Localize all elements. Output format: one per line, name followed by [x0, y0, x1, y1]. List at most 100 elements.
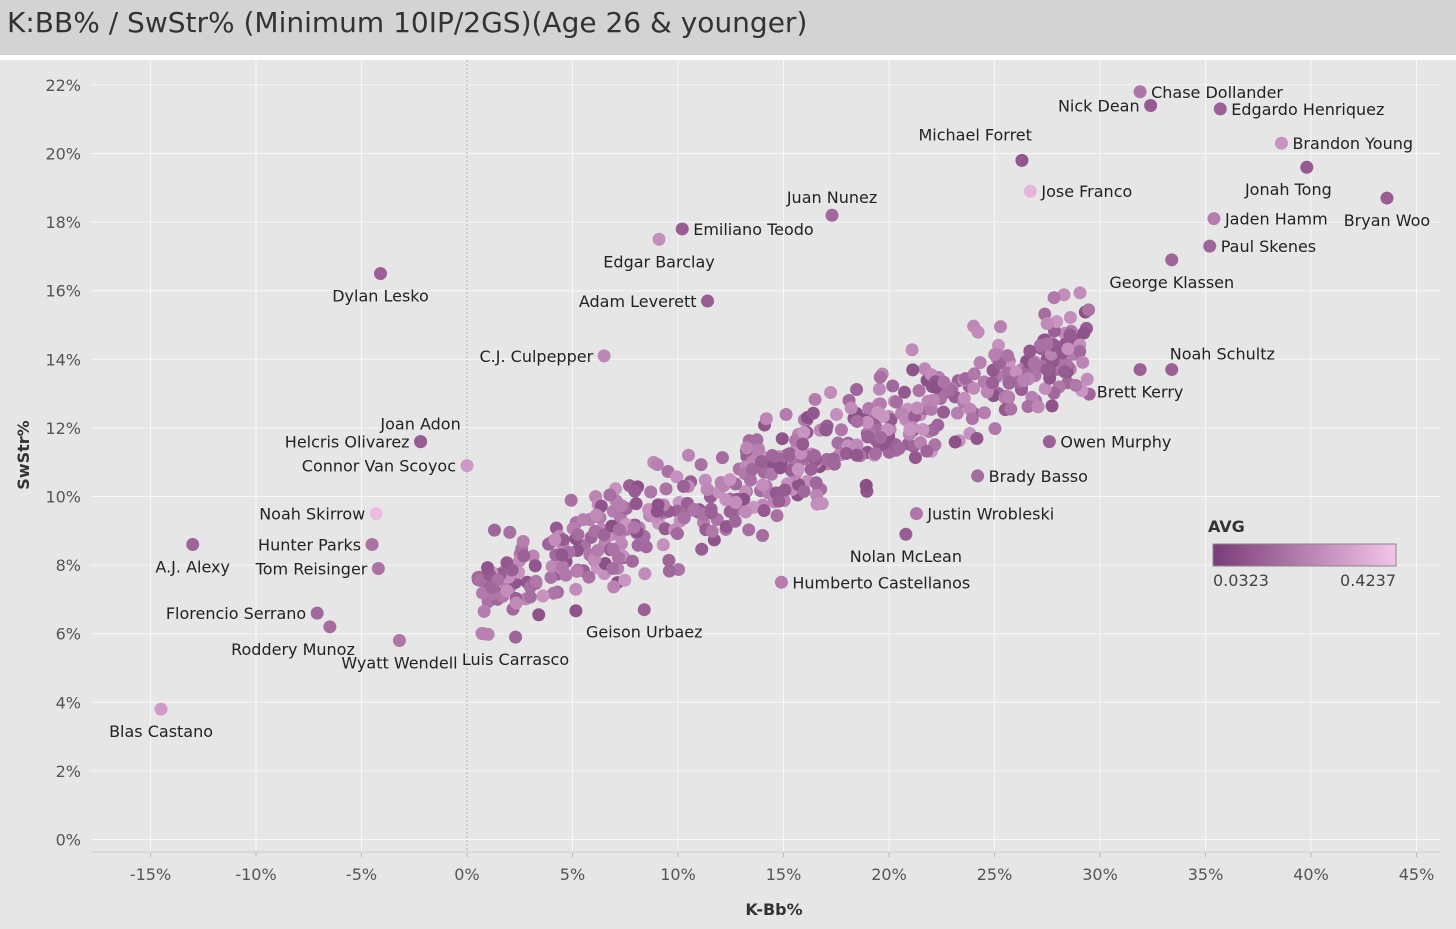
- background-point: [481, 561, 495, 575]
- background-point: [606, 561, 620, 575]
- point-label: C.J. Culpepper: [480, 347, 594, 366]
- background-point: [765, 448, 779, 462]
- legend-title: AVG: [1208, 517, 1245, 536]
- background-point: [536, 589, 550, 603]
- background-point: [1058, 365, 1072, 379]
- background-point: [570, 564, 584, 578]
- x-tick-label: 40%: [1293, 865, 1329, 884]
- background-point: [806, 406, 820, 420]
- point-label: Connor Van Scoyoc: [302, 457, 456, 476]
- background-point: [839, 446, 853, 460]
- data-point: [1274, 136, 1288, 150]
- background-point: [548, 533, 562, 547]
- background-point: [808, 449, 822, 463]
- y-axis-title: SwStr%: [14, 420, 33, 489]
- background-point: [569, 604, 583, 618]
- background-point: [529, 574, 543, 588]
- background-point: [830, 408, 844, 422]
- x-tick-label: 45%: [1399, 865, 1435, 884]
- background-point: [898, 385, 912, 399]
- background-point: [509, 596, 523, 610]
- data-point: [1380, 191, 1394, 205]
- background-point: [844, 401, 858, 415]
- point-label: Luis Carrasco: [462, 650, 569, 669]
- background-point: [638, 567, 652, 581]
- background-point: [815, 496, 829, 510]
- x-tick-label: 20%: [871, 865, 907, 884]
- title-divider: [0, 55, 1456, 60]
- background-point: [582, 570, 596, 584]
- background-point: [473, 573, 487, 587]
- point-label: Michael Forret: [918, 125, 1031, 144]
- background-point: [967, 381, 981, 395]
- data-point: [701, 294, 715, 308]
- background-point: [526, 549, 540, 563]
- background-point: [687, 502, 701, 516]
- background-point: [824, 386, 838, 400]
- y-tick-label: 20%: [45, 145, 81, 164]
- x-axis-title: K-Bb%: [745, 900, 802, 919]
- data-point: [186, 538, 200, 552]
- title-bar: K:BB% / SwStr% (Minimum 10IP/2GS)(Age 26…: [0, 0, 1456, 55]
- background-point: [1040, 363, 1054, 377]
- background-point: [1082, 303, 1096, 317]
- background-point: [1047, 291, 1061, 305]
- background-point: [528, 559, 542, 573]
- background-point: [988, 422, 1002, 436]
- background-point: [796, 437, 810, 451]
- background-point: [871, 406, 885, 420]
- background-point: [751, 443, 765, 457]
- background-point: [957, 391, 971, 405]
- background-point: [1021, 399, 1035, 413]
- y-tick-label: 4%: [56, 693, 81, 712]
- data-point: [371, 562, 385, 576]
- data-point: [414, 435, 428, 449]
- point-label: Brady Basso: [989, 467, 1088, 486]
- background-point: [477, 627, 491, 641]
- data-point: [1042, 435, 1056, 449]
- background-point: [500, 584, 514, 598]
- point-label: Juan Nunez: [786, 188, 877, 207]
- point-label: Geison Urbaez: [586, 623, 703, 642]
- background-point: [728, 514, 742, 528]
- y-tick-label: 16%: [45, 282, 81, 301]
- point-label: Jose Franco: [1040, 182, 1132, 201]
- background-point: [694, 458, 708, 472]
- background-point: [772, 494, 786, 508]
- background-point: [973, 356, 987, 370]
- data-point: [899, 527, 913, 541]
- background-point: [723, 473, 737, 487]
- point-label: Wyatt Wendell: [341, 654, 457, 673]
- x-tick-label: 10%: [660, 865, 696, 884]
- background-point: [850, 448, 864, 462]
- point-label: George Klassen: [1109, 273, 1234, 292]
- background-point: [994, 320, 1008, 334]
- background-point: [628, 484, 642, 498]
- point-label: Brett Kerry: [1097, 383, 1184, 402]
- background-point: [618, 573, 632, 587]
- point-label: Noah Skirrow: [259, 505, 365, 524]
- background-point: [612, 523, 626, 537]
- background-point: [850, 414, 864, 428]
- background-point: [487, 523, 501, 537]
- background-point: [783, 447, 797, 461]
- x-tick-label: -5%: [346, 865, 377, 884]
- background-point: [936, 405, 950, 419]
- background-point: [612, 551, 626, 565]
- background-point: [819, 423, 833, 437]
- data-point: [310, 606, 324, 620]
- background-point: [739, 505, 753, 519]
- background-point: [1063, 328, 1077, 342]
- background-point: [779, 408, 793, 422]
- background-point: [912, 384, 926, 398]
- data-point: [774, 575, 788, 589]
- background-point: [1063, 311, 1077, 325]
- background-point: [597, 528, 611, 542]
- background-point: [564, 493, 578, 507]
- point-label: Paul Skenes: [1221, 237, 1316, 256]
- color-legend: AVG 0.0323 0.4237: [1208, 517, 1397, 590]
- background-point: [516, 535, 530, 549]
- background-point: [740, 441, 754, 455]
- data-point: [1203, 239, 1217, 253]
- background-point: [705, 524, 719, 538]
